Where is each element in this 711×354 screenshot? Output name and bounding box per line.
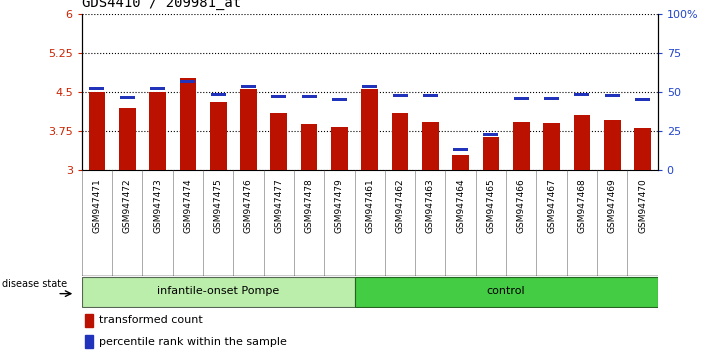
Bar <box>332 98 347 101</box>
Bar <box>150 87 165 91</box>
Text: transformed count: transformed count <box>99 315 203 325</box>
Bar <box>119 108 136 170</box>
Bar <box>301 124 317 170</box>
Bar <box>85 335 93 348</box>
Bar <box>149 92 166 170</box>
Bar <box>392 93 407 97</box>
Bar <box>240 90 257 170</box>
Bar <box>544 97 559 100</box>
Text: GSM947475: GSM947475 <box>214 178 223 233</box>
Text: control: control <box>487 286 525 296</box>
Bar <box>635 98 650 101</box>
Bar <box>210 92 225 96</box>
FancyBboxPatch shape <box>82 277 355 307</box>
Text: GSM947476: GSM947476 <box>244 178 253 233</box>
Text: infantile-onset Pompe: infantile-onset Pompe <box>157 286 279 296</box>
Text: GSM947463: GSM947463 <box>426 178 435 233</box>
Bar <box>331 127 348 170</box>
Bar <box>634 129 651 170</box>
Bar <box>423 93 438 97</box>
Text: GSM947465: GSM947465 <box>486 178 496 233</box>
Text: GSM947467: GSM947467 <box>547 178 556 233</box>
Bar <box>605 93 620 97</box>
Text: GSM947472: GSM947472 <box>123 178 132 233</box>
Bar <box>181 80 196 83</box>
Bar <box>179 78 196 170</box>
Bar <box>514 97 529 100</box>
Text: GSM947471: GSM947471 <box>92 178 102 233</box>
Bar <box>604 120 621 170</box>
Text: GDS4410 / 209981_at: GDS4410 / 209981_at <box>82 0 241 10</box>
Bar <box>301 95 316 98</box>
Bar <box>483 137 499 170</box>
Bar <box>362 85 378 88</box>
Bar <box>270 113 287 170</box>
Text: GSM947474: GSM947474 <box>183 178 193 233</box>
Text: GSM947466: GSM947466 <box>517 178 525 233</box>
Text: GSM947477: GSM947477 <box>274 178 283 233</box>
Bar <box>361 90 378 170</box>
Bar <box>543 123 560 170</box>
Text: disease state: disease state <box>1 279 67 289</box>
Bar <box>272 95 287 98</box>
Bar <box>89 92 105 170</box>
Bar <box>483 133 498 136</box>
Bar <box>85 314 93 327</box>
Bar <box>513 122 530 170</box>
Bar <box>392 113 408 170</box>
Text: GSM947473: GSM947473 <box>153 178 162 233</box>
Bar <box>574 115 590 170</box>
Bar <box>119 96 134 99</box>
Text: percentile rank within the sample: percentile rank within the sample <box>99 337 287 347</box>
Bar <box>453 148 468 151</box>
Text: GSM947464: GSM947464 <box>456 178 465 233</box>
Bar <box>90 87 105 91</box>
Text: GSM947479: GSM947479 <box>335 178 344 233</box>
Text: GSM947461: GSM947461 <box>365 178 374 233</box>
FancyBboxPatch shape <box>355 277 658 307</box>
Bar <box>241 85 256 88</box>
Text: GSM947468: GSM947468 <box>577 178 587 233</box>
Bar <box>452 155 469 170</box>
Bar <box>574 92 589 96</box>
Text: GSM947469: GSM947469 <box>608 178 616 233</box>
Bar <box>210 102 227 170</box>
Text: GSM947462: GSM947462 <box>395 178 405 233</box>
Text: GSM947470: GSM947470 <box>638 178 647 233</box>
Text: GSM947478: GSM947478 <box>304 178 314 233</box>
Bar <box>422 122 439 170</box>
